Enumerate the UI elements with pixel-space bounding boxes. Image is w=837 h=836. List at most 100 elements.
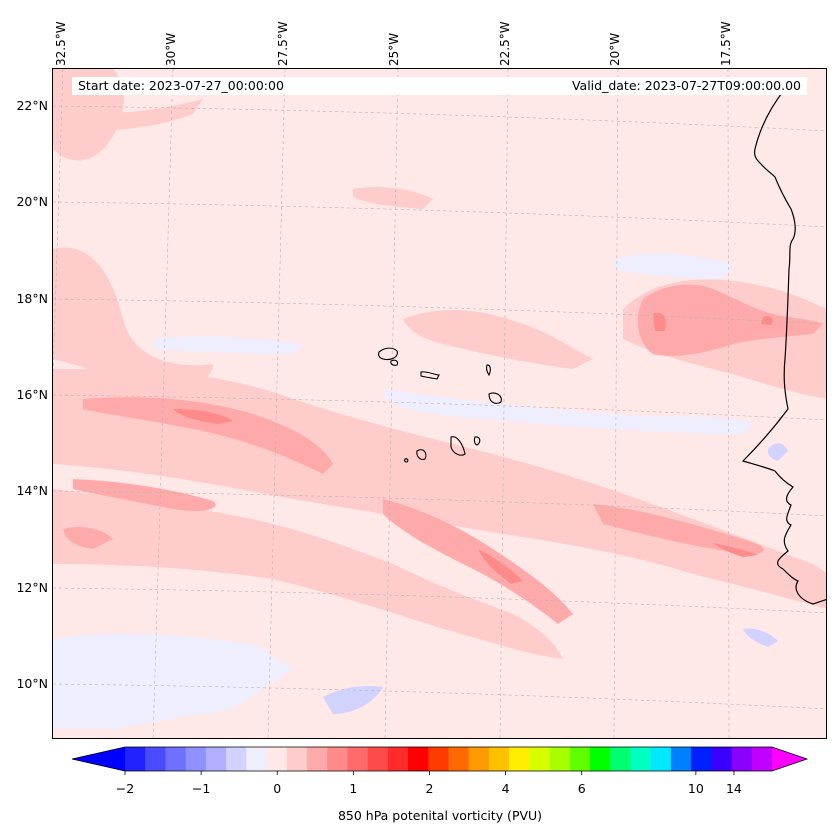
- colorbar-segment: [751, 747, 773, 771]
- lat-label: 16°N: [16, 387, 48, 402]
- pv-pink-shading: [63, 284, 823, 624]
- meridian-line: [152, 69, 174, 738]
- lon-label: 20°W: [608, 32, 622, 66]
- lat-label: 12°N: [16, 580, 48, 595]
- island-fogo: [416, 449, 427, 460]
- colorbar-segment: [165, 747, 187, 771]
- pv-pink-area: [593, 504, 764, 555]
- lon-label: 27.5°W: [276, 21, 290, 66]
- colorbar-segment: [125, 747, 146, 771]
- meridian-line: [613, 69, 619, 738]
- colorbar-segment: [145, 747, 166, 771]
- colorbar-segment: [468, 747, 490, 771]
- meridian-line: [727, 69, 730, 738]
- colorbar: [71, 746, 809, 775]
- pv-blue-area: [743, 628, 778, 647]
- colorbar-segment: [408, 747, 429, 771]
- colorbar-extend-high: [772, 747, 807, 771]
- pv-pink-area: [73, 479, 216, 512]
- pv-red-shading: [173, 312, 773, 584]
- lon-label: 30°W: [164, 32, 178, 66]
- map-canvas: [53, 69, 826, 738]
- colorbar-segment: [428, 747, 449, 771]
- colorbar-segment: [448, 747, 470, 771]
- lat-label: 14°N: [16, 483, 48, 498]
- lat-label: 20°N: [16, 194, 48, 209]
- colorbar-segment: [711, 747, 733, 771]
- colorbar-segment: [650, 747, 672, 771]
- colorbar-segment: [590, 747, 611, 771]
- colorbar-tick-label: 0: [273, 781, 282, 796]
- lat-label: 18°N: [16, 291, 48, 306]
- colorbar-segment: [185, 747, 207, 771]
- colorbar-segments: [71, 746, 809, 772]
- colorbar-segment: [529, 747, 551, 771]
- graticule: [53, 69, 826, 738]
- pv-pink-area: [53, 99, 203, 131]
- island-sao-nicolau: [420, 371, 440, 380]
- colorbar-tick-label: 14: [725, 781, 742, 796]
- lat-label: 10°N: [16, 676, 48, 691]
- pv-pink-area: [403, 309, 593, 369]
- colorbar-tick-label: 10: [687, 781, 704, 796]
- colorbar-segment: [509, 747, 530, 771]
- colorbar-tick-label: −2: [115, 781, 135, 796]
- colorbar-segment: [630, 747, 652, 771]
- colorbar-segment: [347, 747, 369, 771]
- meridian-line: [267, 69, 286, 738]
- colorbar-segment: [306, 747, 328, 771]
- colorbar-tick-label: 2: [425, 781, 434, 796]
- coastline: [741, 88, 826, 605]
- pv-pink-area: [383, 499, 573, 624]
- parallel-line: [53, 201, 826, 228]
- cape-verde-islands: [378, 347, 502, 463]
- colorbar-segment: [610, 747, 631, 771]
- colorbar-segment: [569, 747, 591, 771]
- pv-blue-area: [613, 253, 733, 279]
- pv-red-area: [713, 543, 758, 557]
- island-sal: [486, 364, 491, 377]
- colorbar-tick-label: 6: [577, 781, 586, 796]
- pv-light-pink-shading: [53, 69, 826, 659]
- africa-coastline: [741, 88, 826, 605]
- lon-label: 22.5°W: [498, 21, 512, 66]
- colorbar-segment: [691, 747, 712, 771]
- colorbar-tick-label: 1: [349, 781, 358, 796]
- map-panel: [52, 68, 827, 739]
- pv-pink-area: [637, 284, 823, 356]
- colorbar-ticks: [124, 771, 735, 775]
- colorbar-segment: [387, 747, 409, 771]
- pv-pink-area: [63, 527, 113, 549]
- colorbar-segment: [205, 747, 227, 771]
- meridian-line: [384, 69, 399, 738]
- start-date-label: Start date: 2023-07-27_00:00:00: [78, 78, 284, 93]
- island-boa-vista: [488, 392, 502, 404]
- pv-red-area: [478, 549, 523, 584]
- pv-blue-area: [323, 686, 383, 714]
- colorbar-segment: [327, 747, 348, 771]
- pv-pink-area: [53, 247, 213, 388]
- pv-red-area: [653, 312, 666, 331]
- colorbar-tick-label: 4: [501, 781, 510, 796]
- lon-label: 32.5°W: [54, 21, 68, 66]
- pv-blue-area: [383, 389, 753, 434]
- pv-pink-area: [353, 187, 433, 209]
- date-info-box: Start date: 2023-07-27_00:00:00 Valid_da…: [72, 77, 807, 95]
- pv-blue-area: [153, 336, 303, 354]
- pv-pink-area: [53, 489, 563, 659]
- colorbar-tick-label: −1: [191, 781, 211, 796]
- colorbar-segment: [266, 747, 288, 771]
- meridian-line: [499, 69, 509, 738]
- island-santo-antao: [378, 347, 398, 361]
- colorbar-segment: [246, 747, 268, 771]
- colorbar-segment: [670, 747, 692, 771]
- colorbar-segment: [731, 747, 753, 771]
- lon-label: 25°W: [387, 32, 401, 66]
- pv-blue-area: [767, 443, 788, 461]
- colorbar-segment: [286, 747, 308, 771]
- lon-label: 17.5°W: [719, 21, 733, 66]
- pv-red-area: [173, 409, 233, 424]
- pv-blue-area: [53, 633, 293, 729]
- valid-date-label: Valid_date: 2023-07-27T09:00:00.00: [571, 78, 801, 93]
- island-maio: [473, 436, 481, 446]
